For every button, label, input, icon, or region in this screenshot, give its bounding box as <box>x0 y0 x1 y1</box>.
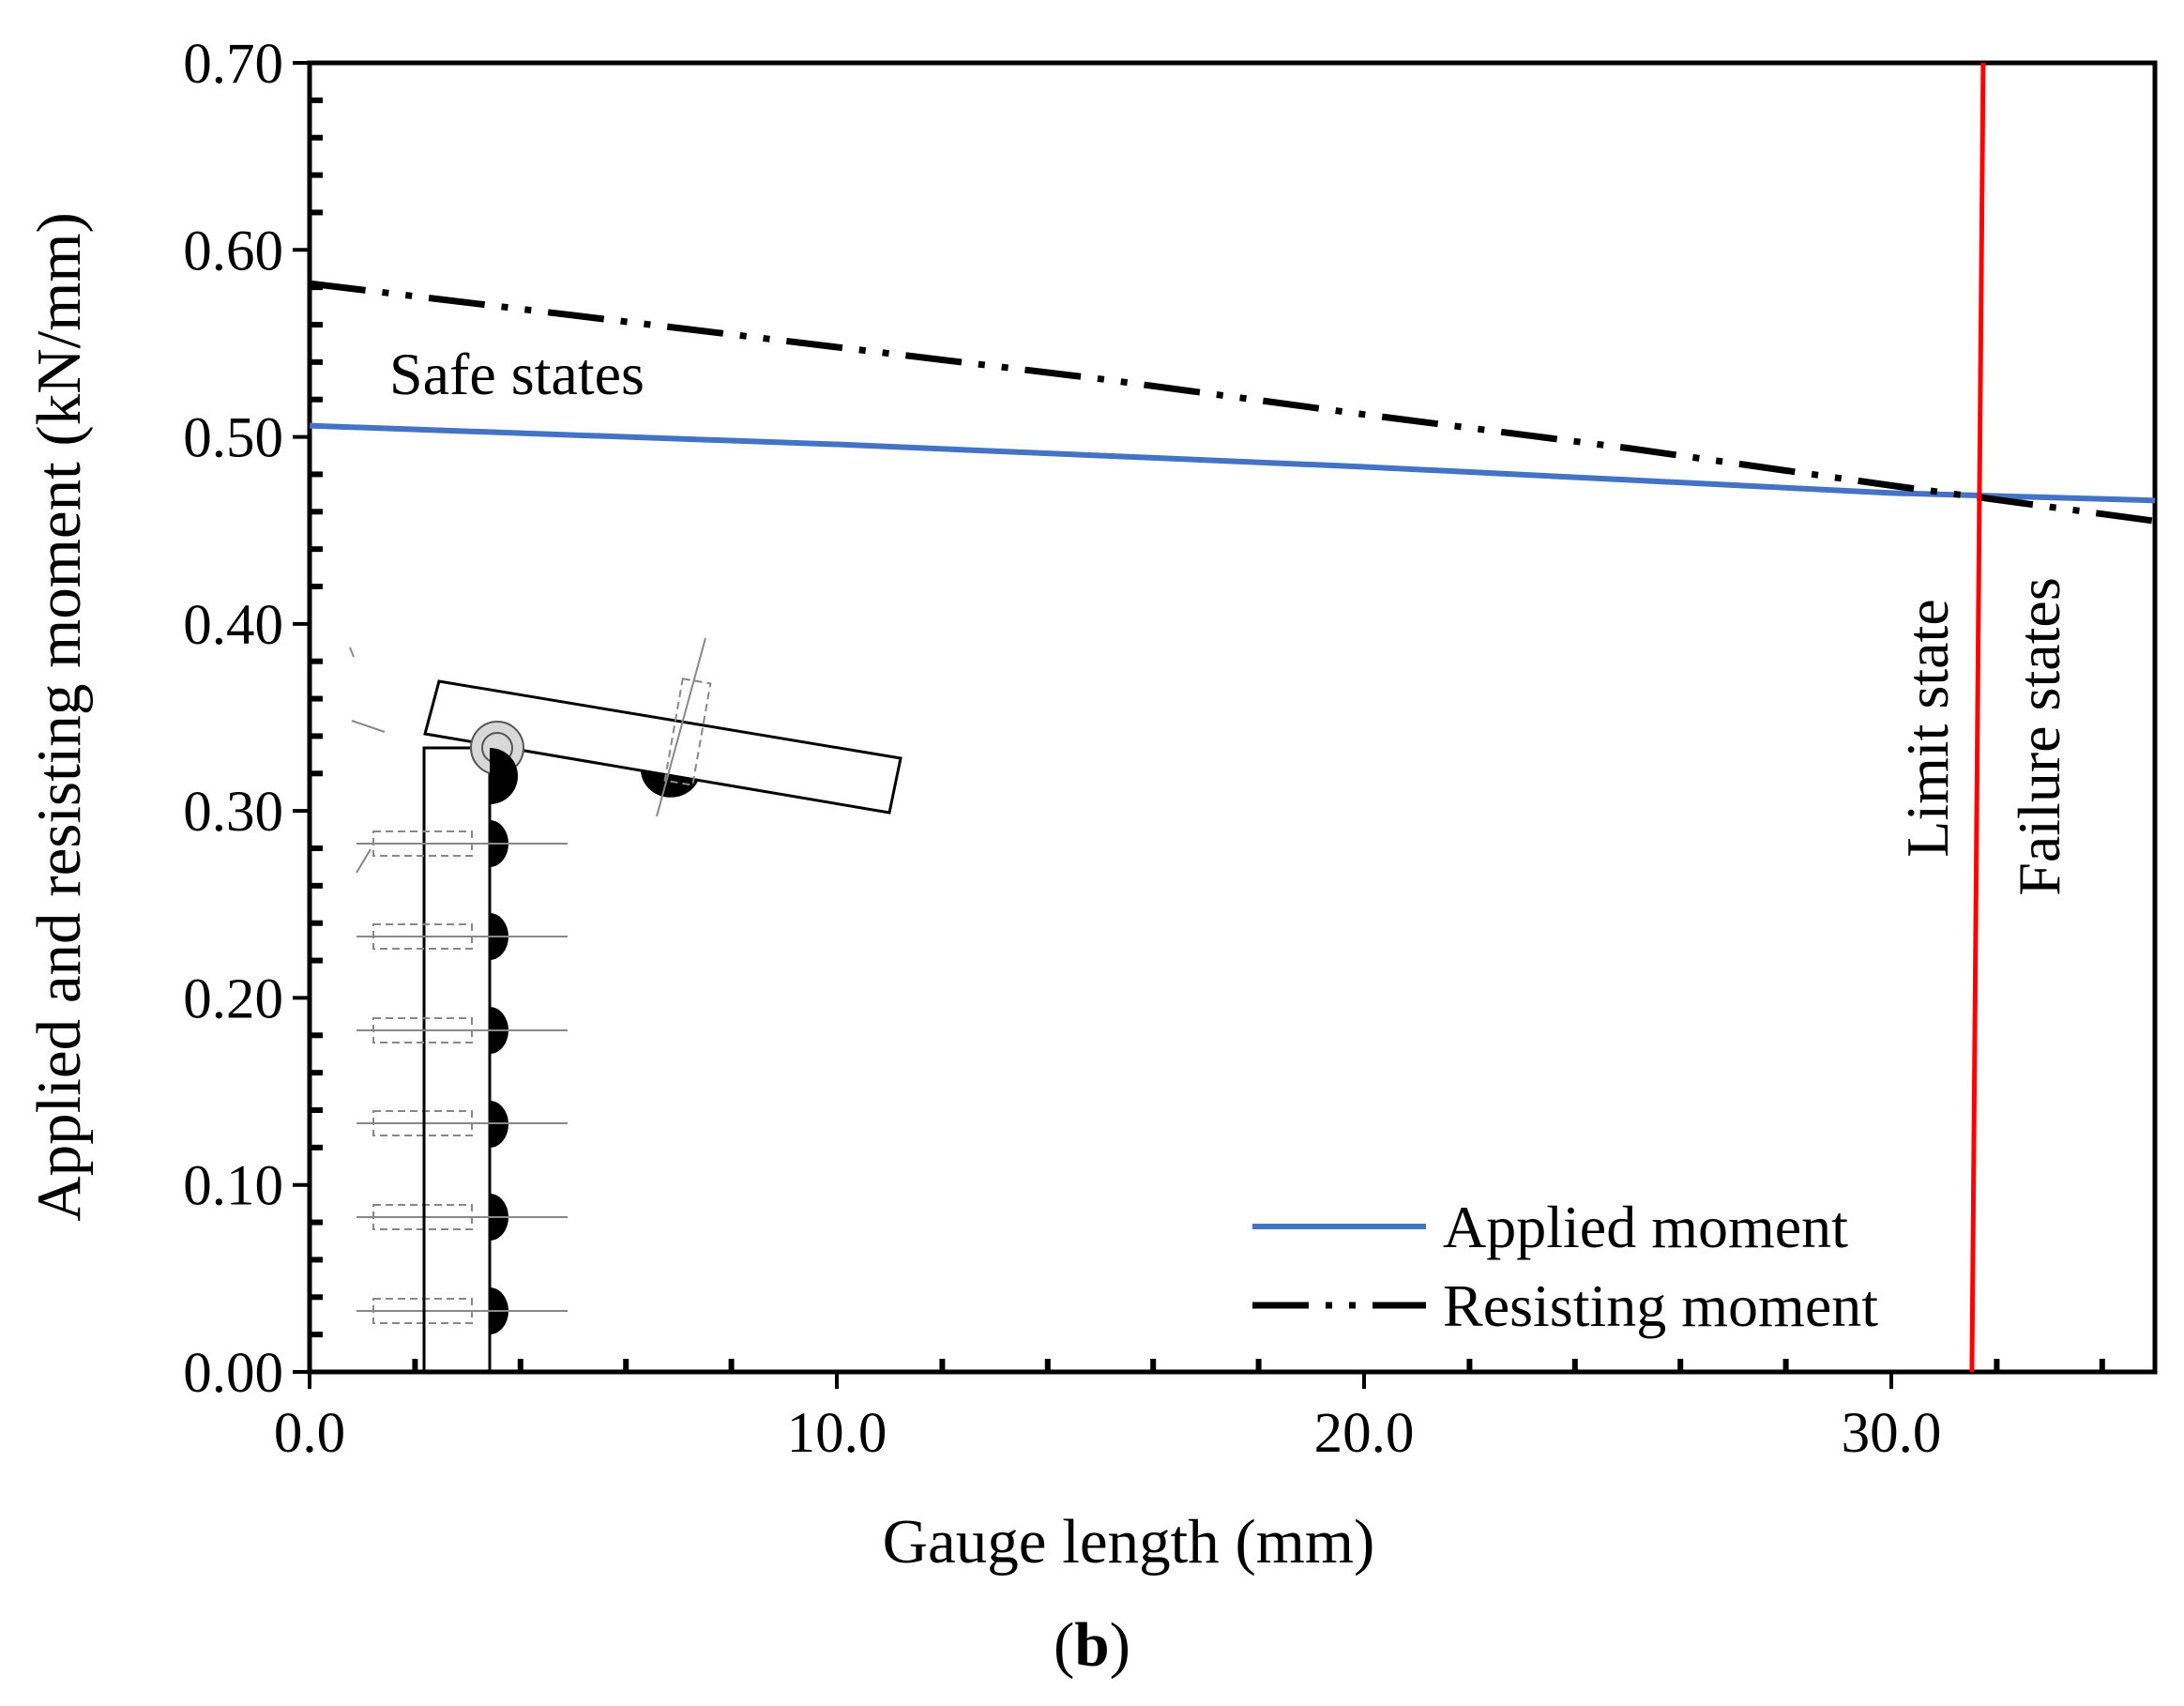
y-axis-title: Applied and resisting moment (kN/mm) <box>24 212 94 1222</box>
y-tick-label: 0.10 <box>183 1155 283 1218</box>
limit-state-label: Limit state <box>1894 599 1961 858</box>
axis-ticks <box>293 61 2105 1389</box>
y-tick-label: 0.70 <box>183 33 283 96</box>
y-tick-labels: 0.00 0.10 0.20 0.30 0.40 0.50 0.60 0.70 <box>183 33 283 1405</box>
panel-label-letter: b <box>1074 1610 1109 1680</box>
panel-label-close: ) <box>1110 1610 1130 1680</box>
safe-states-label: Safe states <box>389 341 645 407</box>
legend-label-resisting: Resisting moment <box>1443 1272 1878 1339</box>
y-tick-label: 0.20 <box>183 967 283 1030</box>
failure-states-label: Failure states <box>2006 577 2072 895</box>
legend-label-applied: Applied moment <box>1443 1194 1848 1260</box>
x-tick-label: 20.0 <box>1314 1402 1415 1465</box>
panel-label: (b) <box>1054 1610 1130 1680</box>
x-tick-label: 30.0 <box>1842 1402 1942 1465</box>
applied-moment-line <box>309 422 2156 504</box>
x-tick-labels: 0.0 10.0 20.0 30.0 <box>274 1402 1942 1465</box>
y-tick-label: 0.00 <box>183 1342 283 1405</box>
y-tick-label: 0.30 <box>183 781 283 844</box>
connection-schematic <box>349 637 902 1374</box>
limit-state-line <box>1969 62 1986 1373</box>
y-tick-label: 0.50 <box>183 407 283 470</box>
panel-label-open: ( <box>1054 1610 1074 1680</box>
y-tick-label: 0.40 <box>183 594 283 657</box>
plot-area <box>307 60 2158 1375</box>
x-tick-label: 0.0 <box>274 1402 345 1465</box>
x-axis-title: Gauge length (mm) <box>883 1507 1375 1577</box>
legend: Applied moment Resisting moment <box>1252 1194 1878 1339</box>
y-tick-label: 0.60 <box>183 220 283 282</box>
x-tick-label: 10.0 <box>787 1402 887 1465</box>
